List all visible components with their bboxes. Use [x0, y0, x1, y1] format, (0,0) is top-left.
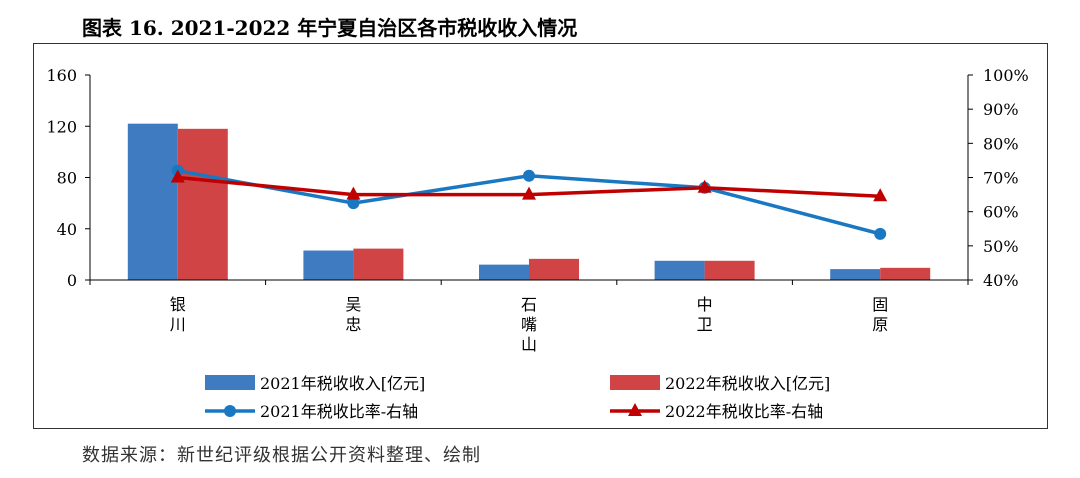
chart-frame — [33, 43, 1048, 429]
bar-2021 — [127, 123, 178, 280]
point-2021-ratio — [347, 197, 360, 210]
bar-2022 — [880, 267, 931, 280]
bar-2022 — [704, 260, 755, 280]
bar-2021 — [303, 250, 354, 280]
point-2022-ratio — [170, 169, 185, 183]
right-y-tick-label: 80% — [983, 134, 1019, 153]
point-2021-ratio — [874, 227, 887, 240]
category-label: 固 — [872, 295, 888, 314]
bar-2022 — [177, 128, 228, 280]
category-label: 卫 — [697, 315, 713, 334]
right-y-tick-label: 100% — [983, 66, 1029, 85]
bar-2022 — [353, 248, 404, 280]
point-2021-ratio — [523, 169, 535, 182]
point-2022-ratio — [697, 179, 712, 193]
legend-marker-triangle — [628, 403, 642, 416]
category-label: 忠 — [345, 315, 361, 334]
left-y-tick-label: 160 — [46, 66, 77, 85]
category-label: 银 — [170, 295, 186, 314]
point-2022-ratio — [873, 188, 888, 202]
right-y-tick-label: 70% — [983, 169, 1019, 188]
legend-swatch — [205, 375, 255, 390]
bar-2022 — [529, 258, 579, 280]
left-y-tick-label: 80 — [57, 169, 77, 188]
legend-label: 2022年税收比率-右轴 — [665, 402, 823, 421]
legend-label: 2021年税收比率-右轴 — [260, 402, 418, 421]
category-label: 吴 — [345, 295, 361, 314]
right-y-tick-label: 40% — [983, 271, 1019, 290]
category-label: 川 — [170, 315, 186, 334]
right-y-tick-label: 50% — [983, 237, 1019, 256]
right-y-tick-label: 60% — [983, 203, 1019, 222]
point-2022-ratio — [522, 186, 536, 200]
category-label: 石 — [521, 295, 537, 314]
chart-title: 图表 16. 2021-2022 年宁夏自治区各市税收收入情况 — [82, 16, 578, 40]
category-label: 原 — [872, 315, 888, 334]
bar-2021 — [654, 260, 705, 280]
left-y-tick-label: 120 — [46, 117, 77, 136]
category-label: 中 — [697, 295, 713, 314]
category-label: 山 — [521, 335, 537, 354]
bar-2021 — [479, 264, 529, 280]
legend-marker-circle — [224, 405, 236, 417]
legend-swatch — [610, 375, 660, 390]
category-label: 嘴 — [521, 315, 537, 334]
left-y-tick-label: 40 — [57, 220, 77, 239]
left-y-tick-label: 0 — [67, 271, 77, 290]
legend-label: 2021年税收收入[亿元] — [260, 374, 425, 393]
bar-2021 — [830, 269, 881, 280]
legend-label: 2022年税收收入[亿元] — [665, 374, 830, 393]
right-y-tick-label: 90% — [983, 100, 1019, 119]
data-source-note: 数据来源：新世纪评级根据公开资料整理、绘制 — [82, 445, 481, 466]
point-2022-ratio — [346, 186, 361, 200]
